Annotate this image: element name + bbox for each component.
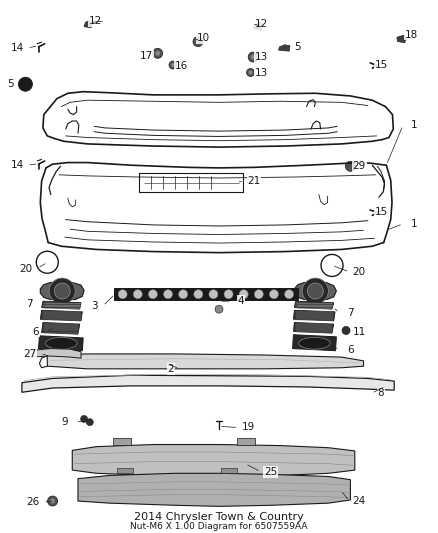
Text: 6: 6	[347, 345, 354, 355]
Polygon shape	[22, 375, 394, 392]
Circle shape	[169, 61, 177, 69]
Polygon shape	[293, 322, 334, 333]
Circle shape	[18, 77, 32, 91]
Ellipse shape	[46, 337, 77, 349]
Text: 25: 25	[264, 467, 277, 477]
Polygon shape	[42, 301, 81, 309]
Text: 13: 13	[255, 68, 268, 78]
Text: 19: 19	[242, 423, 255, 432]
Text: 14: 14	[11, 160, 24, 170]
Polygon shape	[221, 468, 237, 473]
Text: 6: 6	[32, 327, 39, 336]
Circle shape	[118, 290, 127, 298]
Circle shape	[179, 290, 187, 298]
Circle shape	[49, 278, 75, 304]
Polygon shape	[78, 473, 350, 506]
Text: 7: 7	[347, 308, 354, 318]
Circle shape	[193, 37, 203, 46]
Circle shape	[86, 418, 93, 426]
Text: 12: 12	[89, 17, 102, 26]
Text: 16: 16	[175, 61, 188, 70]
Text: 5: 5	[7, 79, 14, 88]
Circle shape	[155, 51, 160, 56]
Circle shape	[247, 68, 254, 77]
Circle shape	[248, 70, 253, 75]
Polygon shape	[114, 288, 298, 300]
Polygon shape	[113, 438, 131, 445]
Circle shape	[269, 290, 279, 298]
Polygon shape	[40, 310, 82, 321]
Text: 20: 20	[20, 264, 33, 273]
Text: 15: 15	[374, 207, 388, 217]
Circle shape	[163, 290, 173, 298]
Text: 8: 8	[378, 389, 385, 398]
Text: 13: 13	[255, 52, 268, 62]
Circle shape	[54, 283, 70, 299]
Text: Nut-M6 X 1.00 Diagram for 6507559AA: Nut-M6 X 1.00 Diagram for 6507559AA	[130, 522, 308, 531]
Text: 4: 4	[237, 296, 244, 306]
Circle shape	[342, 326, 350, 335]
Polygon shape	[28, 349, 81, 358]
Circle shape	[194, 290, 203, 298]
Circle shape	[215, 305, 223, 313]
Circle shape	[239, 290, 248, 298]
Circle shape	[251, 54, 256, 60]
Polygon shape	[279, 45, 290, 51]
Text: 26: 26	[26, 497, 39, 507]
Polygon shape	[293, 310, 335, 321]
Polygon shape	[84, 20, 93, 28]
Text: 2: 2	[167, 364, 174, 374]
Text: 1: 1	[410, 219, 417, 229]
Polygon shape	[117, 468, 133, 473]
Circle shape	[224, 290, 233, 298]
Circle shape	[153, 49, 162, 58]
Circle shape	[148, 290, 157, 298]
Text: 3: 3	[91, 301, 98, 311]
Polygon shape	[294, 282, 336, 300]
Circle shape	[302, 278, 328, 304]
Circle shape	[50, 498, 55, 504]
Polygon shape	[42, 322, 80, 334]
Circle shape	[307, 283, 323, 299]
Circle shape	[48, 496, 57, 506]
Polygon shape	[39, 336, 83, 351]
Text: 17: 17	[140, 51, 153, 61]
Polygon shape	[72, 445, 355, 477]
Polygon shape	[40, 282, 84, 300]
Text: 9: 9	[61, 417, 68, 427]
Polygon shape	[254, 22, 263, 30]
Text: 15: 15	[374, 60, 388, 70]
Polygon shape	[294, 301, 334, 309]
Circle shape	[133, 290, 142, 298]
Circle shape	[254, 290, 263, 298]
Text: 10: 10	[197, 34, 210, 43]
Circle shape	[81, 415, 88, 423]
Polygon shape	[293, 335, 336, 351]
Circle shape	[209, 290, 218, 298]
Text: 14: 14	[11, 43, 24, 53]
Text: 27: 27	[23, 350, 36, 359]
Text: 7: 7	[26, 299, 33, 309]
Ellipse shape	[299, 337, 330, 349]
Text: 2014 Chrysler Town & Country: 2014 Chrysler Town & Country	[134, 512, 304, 522]
Circle shape	[285, 290, 293, 298]
Circle shape	[171, 63, 175, 67]
Text: 12: 12	[255, 19, 268, 29]
Text: 5: 5	[294, 42, 301, 52]
Polygon shape	[397, 35, 406, 43]
Text: 21: 21	[247, 176, 261, 186]
Text: 29: 29	[353, 161, 366, 171]
Polygon shape	[237, 438, 255, 445]
Text: 18: 18	[405, 30, 418, 39]
Circle shape	[248, 52, 258, 62]
Text: 20: 20	[353, 267, 366, 277]
Text: 11: 11	[353, 327, 366, 336]
Circle shape	[346, 161, 355, 171]
Polygon shape	[47, 354, 364, 369]
Text: 1: 1	[410, 120, 417, 130]
Text: 24: 24	[353, 496, 366, 506]
